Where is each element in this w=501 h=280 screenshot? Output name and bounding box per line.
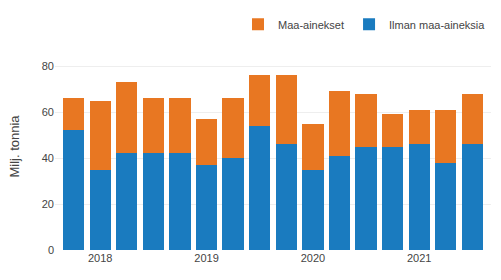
svg-text:0: 0 <box>48 244 54 256</box>
svg-text:80: 80 <box>42 60 54 72</box>
svg-text:Ilman maa-aineksia: Ilman maa-aineksia <box>389 19 485 31</box>
svg-text:Maa-ainekset: Maa-ainekset <box>278 19 344 31</box>
svg-text:40: 40 <box>42 152 54 164</box>
svg-text:20: 20 <box>42 198 54 210</box>
svg-text:60: 60 <box>42 106 54 118</box>
svg-text:2021: 2021 <box>407 252 431 264</box>
svg-text:2018: 2018 <box>88 252 112 264</box>
svg-text:2020: 2020 <box>301 252 325 264</box>
svg-text:Milj. tonnia: Milj. tonnia <box>7 115 22 178</box>
svg-text:2019: 2019 <box>194 252 218 264</box>
